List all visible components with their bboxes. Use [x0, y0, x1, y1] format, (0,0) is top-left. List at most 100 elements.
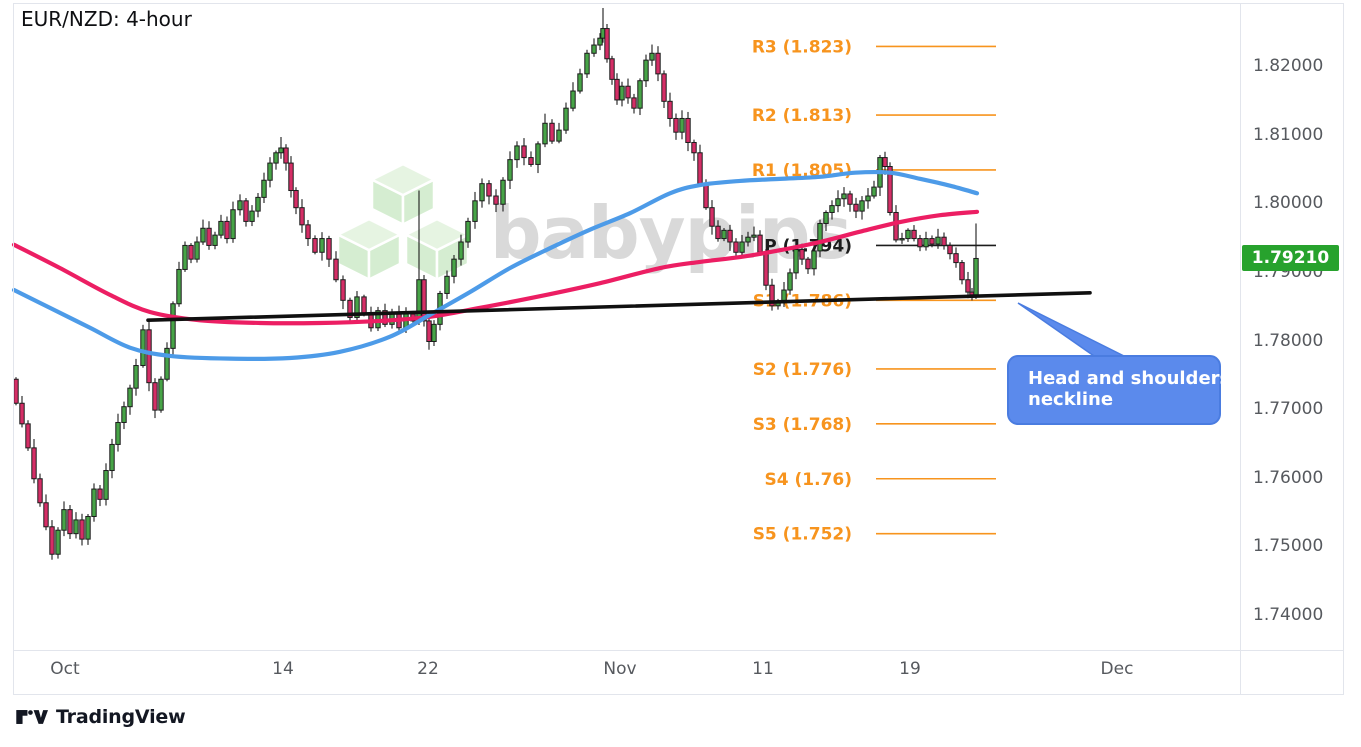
candle-up — [479, 183, 485, 202]
candle-down — [609, 58, 615, 80]
candle-up — [935, 236, 941, 245]
candle-up — [591, 44, 597, 54]
candle-down — [887, 166, 893, 213]
candle-up — [431, 323, 437, 342]
candle-down — [853, 203, 859, 212]
candle-up — [535, 143, 541, 165]
candle-down — [947, 244, 953, 255]
price-axis-tick: 1.75000 — [1253, 536, 1324, 557]
candle-down — [19, 402, 25, 425]
candle-up — [871, 186, 877, 197]
time-axis-tick: Nov — [603, 659, 637, 679]
candle-up — [194, 241, 200, 260]
candle-down — [882, 157, 888, 168]
candle-down — [691, 141, 697, 154]
candle-down — [37, 478, 43, 504]
candle-down — [521, 145, 527, 159]
candle-down — [347, 299, 353, 318]
candle-down — [655, 52, 661, 75]
candle-up — [91, 488, 97, 517]
candle-up — [61, 509, 67, 531]
candle-down — [799, 249, 805, 260]
candle-down — [67, 509, 73, 535]
candle-up — [865, 195, 871, 202]
candle-down — [486, 183, 492, 197]
chart-frame — [13, 3, 1344, 695]
price-axis-tick: 1.74000 — [1253, 605, 1324, 625]
candle-down — [631, 97, 637, 109]
babypips-watermark: babypips — [335, 162, 852, 282]
tradingview-attribution[interactable]: TradingView — [15, 704, 186, 730]
candle-down — [493, 195, 499, 205]
candle-down — [382, 310, 388, 325]
candle-down — [421, 279, 427, 322]
candle-down — [769, 284, 775, 307]
last-price-label: 1.79210 — [1242, 245, 1339, 272]
candle-up — [85, 515, 91, 540]
candle-down — [549, 122, 555, 142]
candle-up — [354, 296, 360, 318]
candle-down — [715, 225, 721, 240]
candle-down — [929, 238, 935, 245]
candle-up — [577, 73, 583, 92]
price-axis-tick: 1.78000 — [1253, 330, 1324, 351]
candle-down — [893, 211, 899, 241]
chart-title: EUR/NZD: 4-hour — [21, 7, 192, 31]
candle-down — [667, 100, 673, 119]
time-axis-tick: 11 — [752, 659, 774, 679]
candle-up — [619, 85, 625, 101]
pivot-label: S3 (1.768) — [753, 415, 852, 435]
blue-ma — [11, 169, 980, 361]
candle-down — [224, 220, 230, 240]
candle-down — [43, 502, 49, 528]
candle-up — [176, 268, 182, 305]
candles-series — [13, 7, 979, 560]
candle-up — [811, 250, 817, 270]
candle-up — [140, 329, 146, 367]
time-axis-tick: Dec — [1100, 659, 1134, 679]
candle-down — [152, 382, 158, 411]
tradingview-wordmark: TradingView — [56, 706, 186, 728]
neckline-trendline[interactable] — [146, 290, 1092, 323]
candle-up — [237, 200, 243, 211]
candle-down — [49, 526, 55, 555]
candle-up — [182, 244, 188, 270]
neckline-callout: Head and shoulders neckline — [1007, 355, 1230, 425]
candle-up — [451, 258, 457, 277]
candle-up — [823, 211, 829, 224]
candle-up — [637, 80, 643, 109]
candle-up — [273, 152, 279, 164]
pivot-levels: R3 (1.823)R2 (1.813)R1 (1.805)P (1.794)S… — [752, 37, 996, 545]
time-axis-tick: 19 — [899, 659, 921, 679]
candle-up — [751, 234, 757, 238]
candle-down — [625, 85, 631, 99]
candle-down — [299, 207, 305, 226]
candle-up — [218, 220, 224, 236]
candle-down — [243, 200, 249, 222]
candle-down — [283, 147, 289, 164]
candle-down — [340, 279, 346, 301]
candle-down — [917, 238, 923, 248]
candle-up — [278, 147, 284, 154]
candle-up — [542, 122, 548, 145]
candle-up — [507, 159, 513, 181]
candle-up — [899, 238, 905, 241]
candle-up — [115, 421, 121, 445]
candle-up — [458, 241, 464, 260]
candle-down — [206, 227, 212, 246]
candle-down — [673, 117, 679, 133]
time-axis-tick: 14 — [272, 659, 294, 679]
pivot-label: S5 (1.752) — [753, 525, 852, 545]
price-axis-tick: 1.81000 — [1253, 124, 1324, 145]
candle-up — [127, 387, 133, 408]
candle-up — [829, 205, 835, 213]
candle-down — [146, 329, 152, 384]
candle-down — [604, 28, 610, 60]
candle-down — [847, 193, 853, 205]
candle-up — [158, 378, 164, 411]
candle-down — [426, 320, 432, 343]
candle-up — [170, 303, 176, 349]
candle-up — [73, 519, 79, 535]
neckline-callout-line2: neckline — [1028, 389, 1114, 410]
candle-down — [959, 262, 965, 281]
